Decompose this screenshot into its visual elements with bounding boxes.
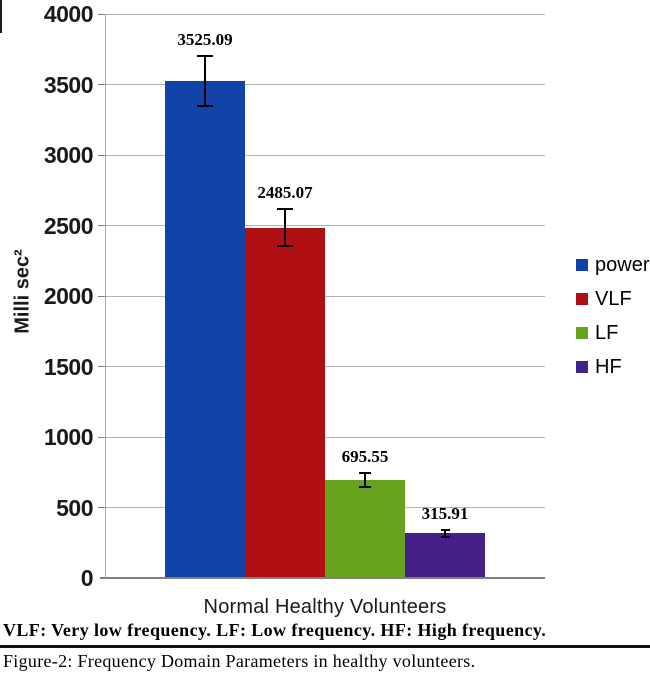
caption-divider-rule xyxy=(0,645,650,648)
bar-power xyxy=(165,80,245,577)
x-axis-line xyxy=(100,577,545,579)
error-cap-top-LF xyxy=(359,471,371,474)
value-label-VLF: 2485.07 xyxy=(257,183,313,203)
y-tick-label-500: 500 xyxy=(56,494,93,521)
gridline-3500 xyxy=(105,84,545,85)
y-tick-label-2000: 2000 xyxy=(43,283,94,309)
legend-swatch-LF xyxy=(576,327,588,339)
y-axis-line xyxy=(105,14,106,578)
gridline-2500 xyxy=(105,225,545,226)
y-tick-3500 xyxy=(98,84,105,85)
y-tick-label-2500: 2500 xyxy=(43,212,94,239)
error-bar-power xyxy=(204,56,206,106)
gridline-3000 xyxy=(105,154,545,156)
legend-item-power: power xyxy=(576,255,649,275)
legend-swatch-power xyxy=(576,259,588,271)
abbreviation-definitions: VLF: Very low frequency. LF: Low frequen… xyxy=(3,620,547,640)
y-tick-2000 xyxy=(98,295,105,297)
y-tick-2500 xyxy=(98,225,105,226)
y-tick-4000 xyxy=(98,13,105,15)
gridline-1500 xyxy=(105,366,545,367)
legend-swatch-VLF xyxy=(576,293,588,305)
scan-edge-artifact xyxy=(0,0,2,33)
y-tick-label-3500: 3500 xyxy=(43,71,94,98)
legend-label-LF: LF xyxy=(595,322,619,344)
bar-HF xyxy=(405,533,485,577)
gridline-4000 xyxy=(105,13,545,15)
y-tick-label-1500: 1500 xyxy=(43,353,94,380)
value-label-LF: 695.55 xyxy=(341,446,389,466)
y-tick-label-1000: 1000 xyxy=(43,424,94,450)
y-tick-3000 xyxy=(98,154,105,156)
bar-LF xyxy=(325,479,405,577)
legend: power VLF LF HF xyxy=(576,255,649,391)
legend-label-power: power xyxy=(595,254,650,276)
legend-item-LF: LF xyxy=(576,323,649,343)
error-cap-bottom-power xyxy=(197,104,213,107)
y-tick-label-0: 0 xyxy=(80,565,94,591)
error-bar-VLF xyxy=(284,209,286,246)
error-cap-top-power xyxy=(197,55,213,58)
legend-swatch-HF xyxy=(576,361,588,373)
error-cap-bottom-HF xyxy=(440,536,450,539)
y-tick-label-4000: 4000 xyxy=(43,1,94,27)
legend-item-VLF: VLF xyxy=(576,289,649,309)
y-tick-label-3000: 3000 xyxy=(43,142,94,168)
value-label-HF: 315.91 xyxy=(421,503,469,523)
error-cap-bottom-LF xyxy=(359,485,371,488)
bar-VLF xyxy=(245,227,325,577)
error-cap-top-VLF xyxy=(277,208,293,211)
legend-label-VLF: VLF xyxy=(595,288,632,310)
gridline-1000 xyxy=(105,436,545,438)
y-tick-1500 xyxy=(98,366,105,367)
legend-label-HF: HF xyxy=(595,356,622,378)
y-tick-500 xyxy=(98,507,105,508)
figure-caption: Figure-2: Frequency Domain Parameters in… xyxy=(3,651,476,671)
error-bar-HF xyxy=(444,529,446,538)
legend-item-HF: HF xyxy=(576,357,649,377)
error-bar-LF xyxy=(364,472,366,487)
y-tick-1000 xyxy=(98,436,105,438)
error-cap-bottom-VLF xyxy=(277,244,293,247)
error-cap-top-HF xyxy=(440,528,450,531)
x-axis-title: Normal Healthy Volunteers xyxy=(203,596,447,618)
gridline-2000 xyxy=(105,295,545,297)
value-label-power: 3525.09 xyxy=(177,30,233,50)
